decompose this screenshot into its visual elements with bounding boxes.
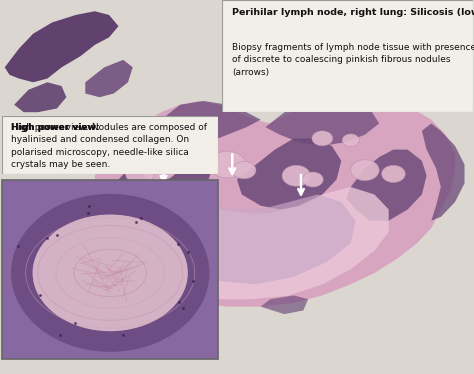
Text: Perihilar lymph node, right lung: Silicosis (low power): Perihilar lymph node, right lung: Silico… <box>232 8 474 17</box>
Polygon shape <box>261 295 308 314</box>
Text: High power view:: High power view: <box>11 123 100 132</box>
Polygon shape <box>118 142 213 202</box>
Polygon shape <box>2 180 218 359</box>
Ellipse shape <box>126 163 154 184</box>
Ellipse shape <box>232 162 256 179</box>
FancyBboxPatch shape <box>2 116 218 174</box>
Polygon shape <box>85 60 133 97</box>
Polygon shape <box>237 138 341 209</box>
Polygon shape <box>133 280 180 307</box>
Ellipse shape <box>351 160 379 181</box>
Polygon shape <box>156 194 356 284</box>
Text: High power view: Nodules are composed of
hyalinised and condensed collagen. On
p: High power view: Nodules are composed of… <box>11 123 207 169</box>
Text: Biopsy fragments of lymph node tissue with presence
of discrete to coalescing pi: Biopsy fragments of lymph node tissue wi… <box>232 43 474 77</box>
Polygon shape <box>346 150 427 221</box>
Ellipse shape <box>33 215 188 331</box>
Ellipse shape <box>11 194 210 352</box>
FancyBboxPatch shape <box>222 0 473 112</box>
Ellipse shape <box>342 134 359 147</box>
Polygon shape <box>5 11 118 82</box>
Polygon shape <box>95 97 455 307</box>
Polygon shape <box>422 123 465 221</box>
Ellipse shape <box>210 151 246 178</box>
Ellipse shape <box>302 172 323 187</box>
Polygon shape <box>14 82 66 112</box>
Polygon shape <box>265 97 379 146</box>
Text: High power view:: High power view: <box>11 123 100 132</box>
Ellipse shape <box>312 131 333 146</box>
Ellipse shape <box>140 152 178 181</box>
Polygon shape <box>128 187 389 299</box>
Ellipse shape <box>382 165 405 183</box>
Ellipse shape <box>282 165 310 186</box>
Polygon shape <box>142 101 261 146</box>
